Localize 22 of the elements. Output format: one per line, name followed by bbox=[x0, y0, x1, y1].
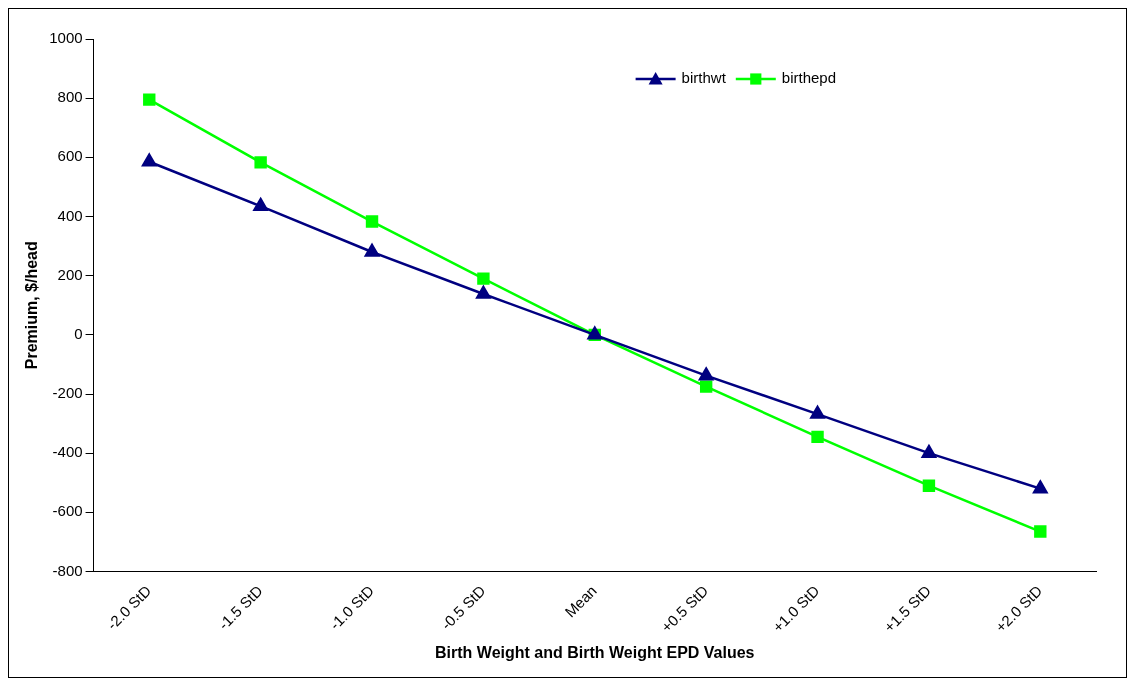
legend-label: birthwt bbox=[681, 69, 727, 87]
y-axis-title: Premium, $/head bbox=[23, 241, 41, 370]
x-tick-label: -2.0 StD bbox=[103, 581, 155, 633]
y-tick-label: 200 bbox=[57, 265, 83, 283]
legend-label: birthepd bbox=[781, 69, 837, 87]
y-tick-label: 600 bbox=[57, 147, 83, 165]
x-tick-label: +0.5 StD bbox=[657, 581, 712, 636]
y-tick-label: 1000 bbox=[49, 29, 83, 47]
y-tick-label: 0 bbox=[74, 324, 83, 342]
y-tick-label: -400 bbox=[52, 443, 83, 461]
y-tick-label: -200 bbox=[52, 384, 83, 402]
x-tick-label: -1.5 StD bbox=[214, 581, 266, 633]
x-axis-title: Birth Weight and Birth Weight EPD Values bbox=[435, 643, 755, 661]
y-tick-label: 400 bbox=[57, 206, 83, 224]
y-tick-label: -800 bbox=[52, 561, 83, 579]
y-tick-label: -600 bbox=[52, 502, 83, 520]
x-tick-label: -0.5 StD bbox=[437, 581, 489, 633]
x-tick-label: +2.0 StD bbox=[991, 581, 1046, 636]
x-tick-label: -1.0 StD bbox=[326, 581, 378, 633]
x-tick-label: +1.0 StD bbox=[769, 581, 823, 636]
y-tick-label: 800 bbox=[57, 88, 83, 106]
x-tick-label: +1.5 StD bbox=[880, 581, 935, 636]
